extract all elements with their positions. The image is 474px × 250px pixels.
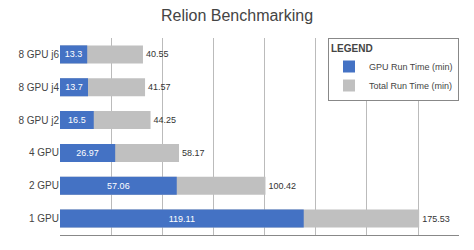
svg-text:LEGEND: LEGEND: [331, 43, 373, 54]
svg-text:16.5: 16.5: [68, 115, 86, 125]
svg-text:Total Run Time (min): Total Run Time (min): [369, 81, 452, 91]
svg-text:26.97: 26.97: [76, 148, 99, 158]
svg-text:57.06: 57.06: [107, 181, 130, 191]
svg-text:1 GPU: 1 GPU: [29, 213, 59, 224]
svg-text:119.11: 119.11: [169, 214, 195, 224]
svg-text:GPU Run Time (min): GPU Run Time (min): [369, 62, 453, 72]
svg-text:Relion Benchmarking: Relion Benchmarking: [161, 7, 313, 24]
svg-text:40.55: 40.55: [146, 49, 169, 59]
svg-text:58.17: 58.17: [182, 148, 205, 158]
svg-text:175.53: 175.53: [422, 214, 450, 224]
svg-text:8 GPU j6: 8 GPU j6: [18, 49, 59, 60]
svg-text:13.3: 13.3: [65, 49, 83, 59]
svg-text:44.25: 44.25: [154, 115, 177, 125]
svg-text:8 GPU j4: 8 GPU j4: [18, 82, 59, 93]
svg-text:8 GPU j2: 8 GPU j2: [18, 115, 59, 126]
svg-text:13.7: 13.7: [65, 82, 83, 92]
svg-text:41.57: 41.57: [148, 82, 171, 92]
svg-text:2 GPU: 2 GPU: [29, 180, 59, 191]
svg-text:4 GPU: 4 GPU: [29, 147, 59, 158]
svg-text:100.42: 100.42: [268, 181, 296, 191]
